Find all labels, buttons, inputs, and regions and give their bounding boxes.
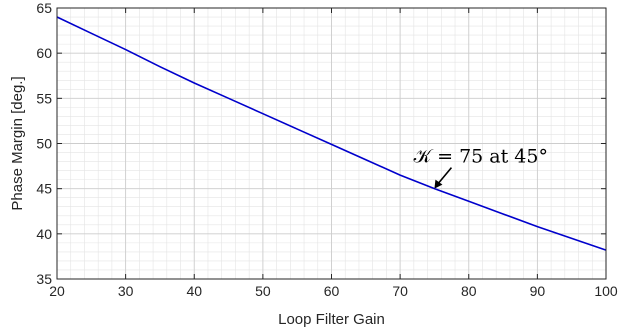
- x-tick-label: 40: [186, 283, 202, 299]
- y-tick-label: 50: [36, 136, 52, 152]
- x-tick-label: 100: [594, 283, 618, 299]
- x-tick-label: 30: [118, 283, 134, 299]
- x-axis-label: Loop Filter Gain: [278, 311, 385, 328]
- y-tick-label: 45: [36, 181, 52, 197]
- y-tick-label: 35: [36, 271, 52, 287]
- y-axis-label: Phase Margin [deg.]: [9, 76, 26, 210]
- y-tick-label: 65: [36, 0, 52, 16]
- x-tick-label: 60: [324, 283, 340, 299]
- x-tick-label: 70: [392, 283, 408, 299]
- y-tick-label: 55: [36, 90, 52, 106]
- annotation-arrow-head: [434, 179, 443, 189]
- series-layer: [56, 16, 607, 251]
- y-tick-label: 40: [36, 226, 52, 242]
- y-tick-label: 60: [36, 45, 52, 61]
- x-tick-label: 50: [255, 283, 271, 299]
- data-series-line: [56, 16, 607, 251]
- tick-layer: 20 30 40 50 60 70 80 90 100 35 40 45 50 55 60 65: [36, 0, 617, 299]
- annotation-label: 𝒦 = 75 at 45°: [413, 146, 548, 168]
- x-tick-label: 20: [49, 283, 65, 299]
- annotation-layer: 𝒦 = 75 at 45°: [413, 146, 548, 189]
- x-tick-label: 90: [530, 283, 546, 299]
- x-tick-label: 80: [461, 283, 477, 299]
